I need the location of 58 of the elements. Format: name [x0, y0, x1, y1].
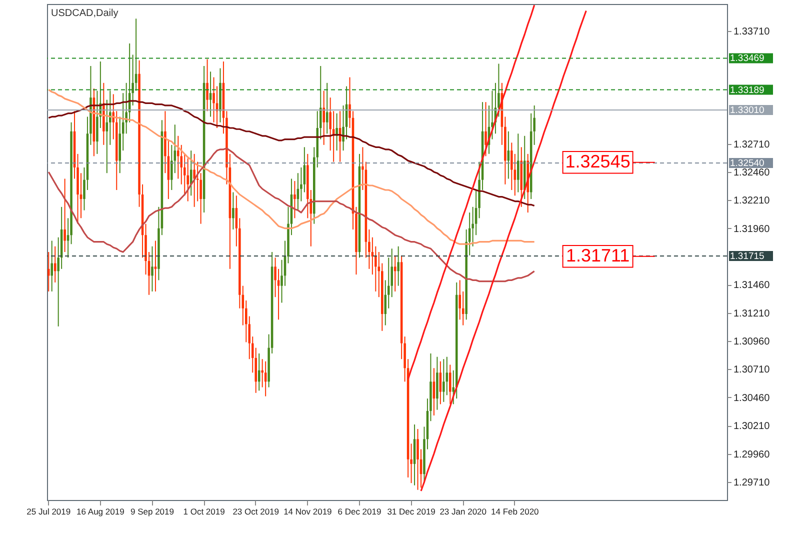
x-tick-label: 23 Jan 2020 — [440, 506, 487, 516]
x-tick-label: 31 Dec 2019 — [387, 506, 436, 516]
candlestick — [397, 246, 400, 286]
candlestick — [322, 90, 325, 146]
ref-line-label: 1.33010 — [730, 104, 764, 116]
x-tick-label: 14 Nov 2019 — [284, 506, 332, 516]
candlestick — [50, 240, 53, 292]
x-tick-label: 14 Feb 2020 — [491, 506, 540, 516]
y-tick-label: 1.32210 — [734, 196, 770, 207]
y-tick-label: 1.30960 — [734, 336, 770, 348]
annotation: 1.32545 — [565, 151, 630, 172]
y-tick-label: 1.29710 — [734, 477, 770, 488]
candlestick — [47, 252, 50, 292]
candlestick — [206, 58, 208, 112]
y-tick-label: 1.30460 — [734, 392, 770, 404]
candlestick — [186, 158, 189, 202]
candlestick — [151, 246, 154, 292]
ref-line-label: 1.31715 — [730, 250, 764, 262]
x-tick-label: 23 Oct 2019 — [232, 506, 280, 516]
candlestick — [336, 112, 338, 152]
line-series — [48, 147, 536, 282]
candlestick — [64, 178, 66, 252]
chart-title: USDCAD,Daily — [51, 8, 118, 19]
candlestick — [416, 428, 419, 490]
y-tick-label: 1.31960 — [734, 224, 770, 235]
candlestick — [294, 180, 296, 219]
y-tick-label: 1.32460 — [734, 167, 770, 178]
x-tick-label: 1 Oct 2019 — [183, 506, 226, 516]
y-tick-label: 1.31460 — [734, 280, 770, 292]
x-tick-label: 16 Aug 2019 — [76, 506, 125, 516]
line-series — [407, 4, 536, 380]
candlestick — [154, 240, 157, 292]
y-tick-label: 1.30210 — [734, 421, 770, 432]
y-tick-label: 1.33710 — [734, 26, 770, 38]
y-tick-label: 1.31210 — [734, 308, 770, 320]
ref-line-label: 1.33189 — [730, 84, 764, 96]
candlestick — [449, 364, 452, 405]
candlestick — [484, 102, 487, 157]
x-tick-label: 6 Dec 2019 — [338, 506, 382, 516]
candlestick — [517, 133, 520, 193]
line-series — [48, 88, 536, 245]
candlestick — [514, 153, 516, 196]
candlestick — [209, 71, 212, 118]
y-tick-label: 1.30710 — [734, 364, 770, 376]
y-tick-label: 1.29960 — [734, 449, 770, 460]
y-tick-label: 1.32710 — [734, 139, 770, 150]
candlestick — [196, 161, 199, 202]
annotation: 1.31711 — [566, 245, 630, 266]
ref-line-label: 1.33469 — [730, 53, 764, 64]
x-tick-label: 25 Jul 2019 — [26, 506, 71, 516]
candlestick — [439, 360, 442, 405]
x-tick-label: 9 Sep 2019 — [130, 506, 174, 516]
ref-line-label: 1.32540 — [730, 158, 764, 169]
candlestick — [303, 146, 306, 193]
candlestick — [326, 82, 328, 134]
candlestick — [193, 153, 196, 208]
candlestick — [232, 192, 234, 230]
candlestick — [442, 358, 445, 402]
